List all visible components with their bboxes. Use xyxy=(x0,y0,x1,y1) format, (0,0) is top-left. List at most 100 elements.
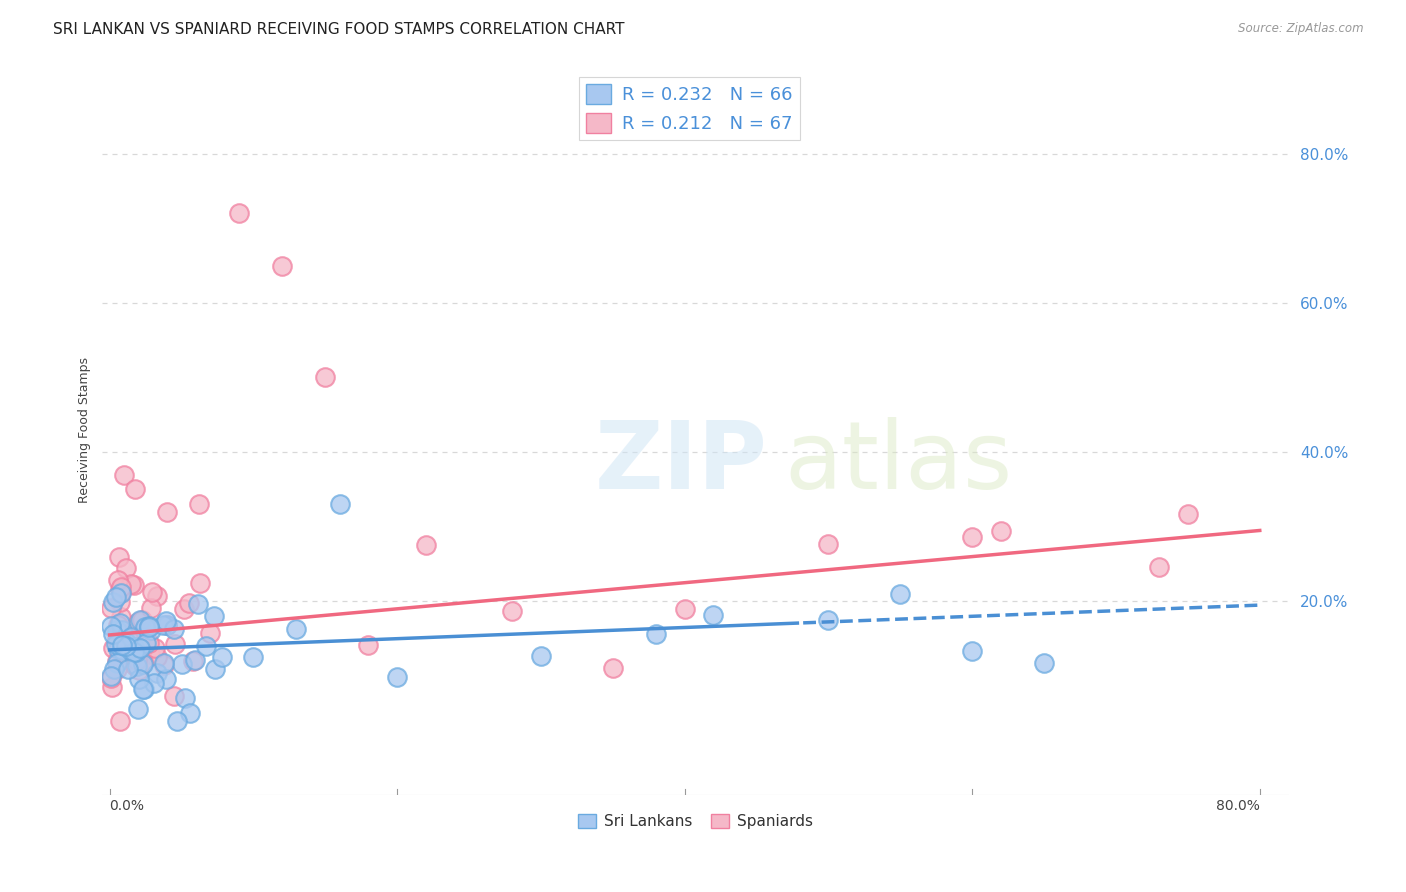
Point xyxy=(125,658,148,673)
Point xyxy=(111,638,134,652)
Point xyxy=(132,681,155,696)
Point xyxy=(124,640,146,655)
Point xyxy=(125,645,148,659)
Point xyxy=(702,607,724,622)
Point xyxy=(105,656,128,670)
Point xyxy=(173,691,195,706)
Point xyxy=(100,600,122,615)
Point xyxy=(110,585,132,599)
Text: 80.0%: 80.0% xyxy=(1216,799,1260,814)
Point xyxy=(131,646,153,660)
Point xyxy=(101,641,124,656)
Point xyxy=(143,641,166,656)
Point xyxy=(156,618,179,632)
Point xyxy=(105,662,128,676)
Point xyxy=(960,530,983,544)
Point xyxy=(128,672,150,686)
Point xyxy=(138,647,160,661)
Point xyxy=(166,714,188,728)
Point xyxy=(198,626,221,640)
Point xyxy=(152,618,174,632)
Point xyxy=(645,627,668,641)
Point xyxy=(105,654,128,668)
Text: ZIP: ZIP xyxy=(595,417,768,508)
Point xyxy=(127,701,149,715)
Point xyxy=(101,627,124,641)
Point xyxy=(163,622,186,636)
Point xyxy=(960,644,983,658)
Point xyxy=(271,259,294,273)
Point xyxy=(184,653,207,667)
Point xyxy=(143,675,166,690)
Point xyxy=(128,613,150,627)
Point xyxy=(127,640,149,655)
Point xyxy=(530,648,553,663)
Point xyxy=(1033,657,1056,671)
Point xyxy=(415,538,437,552)
Point xyxy=(132,682,155,697)
Point xyxy=(105,632,128,647)
Y-axis label: Receiving Food Stamps: Receiving Food Stamps xyxy=(79,357,91,503)
Point xyxy=(139,624,162,638)
Point xyxy=(131,613,153,627)
Point xyxy=(889,587,911,601)
Point xyxy=(108,714,131,728)
Point xyxy=(146,665,169,680)
Point xyxy=(115,647,138,661)
Point xyxy=(155,614,177,628)
Point xyxy=(357,638,380,652)
Point xyxy=(122,645,145,659)
Point xyxy=(155,672,177,686)
Point xyxy=(314,370,336,384)
Point xyxy=(117,661,139,675)
Point xyxy=(110,580,132,594)
Point xyxy=(138,636,160,650)
Point xyxy=(112,467,135,482)
Point xyxy=(228,206,250,220)
Point xyxy=(124,483,146,497)
Point xyxy=(120,632,142,646)
Point xyxy=(110,643,132,657)
Point xyxy=(115,639,138,653)
Point xyxy=(100,619,122,633)
Point xyxy=(211,650,233,665)
Point xyxy=(202,609,225,624)
Point xyxy=(817,613,839,627)
Text: Source: ZipAtlas.com: Source: ZipAtlas.com xyxy=(1239,22,1364,36)
Point xyxy=(115,634,138,648)
Point xyxy=(101,595,124,609)
Point xyxy=(120,631,142,645)
Point xyxy=(100,672,122,686)
Point xyxy=(132,657,155,672)
Point xyxy=(204,662,226,676)
Point xyxy=(181,654,204,668)
Point xyxy=(127,640,149,654)
Point xyxy=(156,617,179,632)
Point xyxy=(1147,559,1170,574)
Point xyxy=(110,624,132,638)
Point xyxy=(105,637,128,651)
Point xyxy=(329,497,352,511)
Point xyxy=(187,597,209,611)
Text: atlas: atlas xyxy=(785,417,1012,508)
Point xyxy=(122,578,145,592)
Point xyxy=(120,577,142,591)
Point xyxy=(170,657,193,671)
Point xyxy=(108,616,131,631)
Point xyxy=(285,622,308,636)
Point xyxy=(128,635,150,649)
Point xyxy=(673,602,696,616)
Point xyxy=(135,636,157,650)
Point xyxy=(118,647,141,661)
Point xyxy=(146,589,169,603)
Point xyxy=(128,640,150,655)
Point xyxy=(817,537,839,551)
Point xyxy=(104,591,127,605)
Point xyxy=(128,663,150,677)
Point xyxy=(990,524,1012,539)
Point xyxy=(110,582,132,596)
Text: 0.0%: 0.0% xyxy=(110,799,145,814)
Point xyxy=(501,604,523,618)
Point xyxy=(107,641,129,656)
Text: SRI LANKAN VS SPANIARD RECEIVING FOOD STAMPS CORRELATION CHART: SRI LANKAN VS SPANIARD RECEIVING FOOD ST… xyxy=(53,22,624,37)
